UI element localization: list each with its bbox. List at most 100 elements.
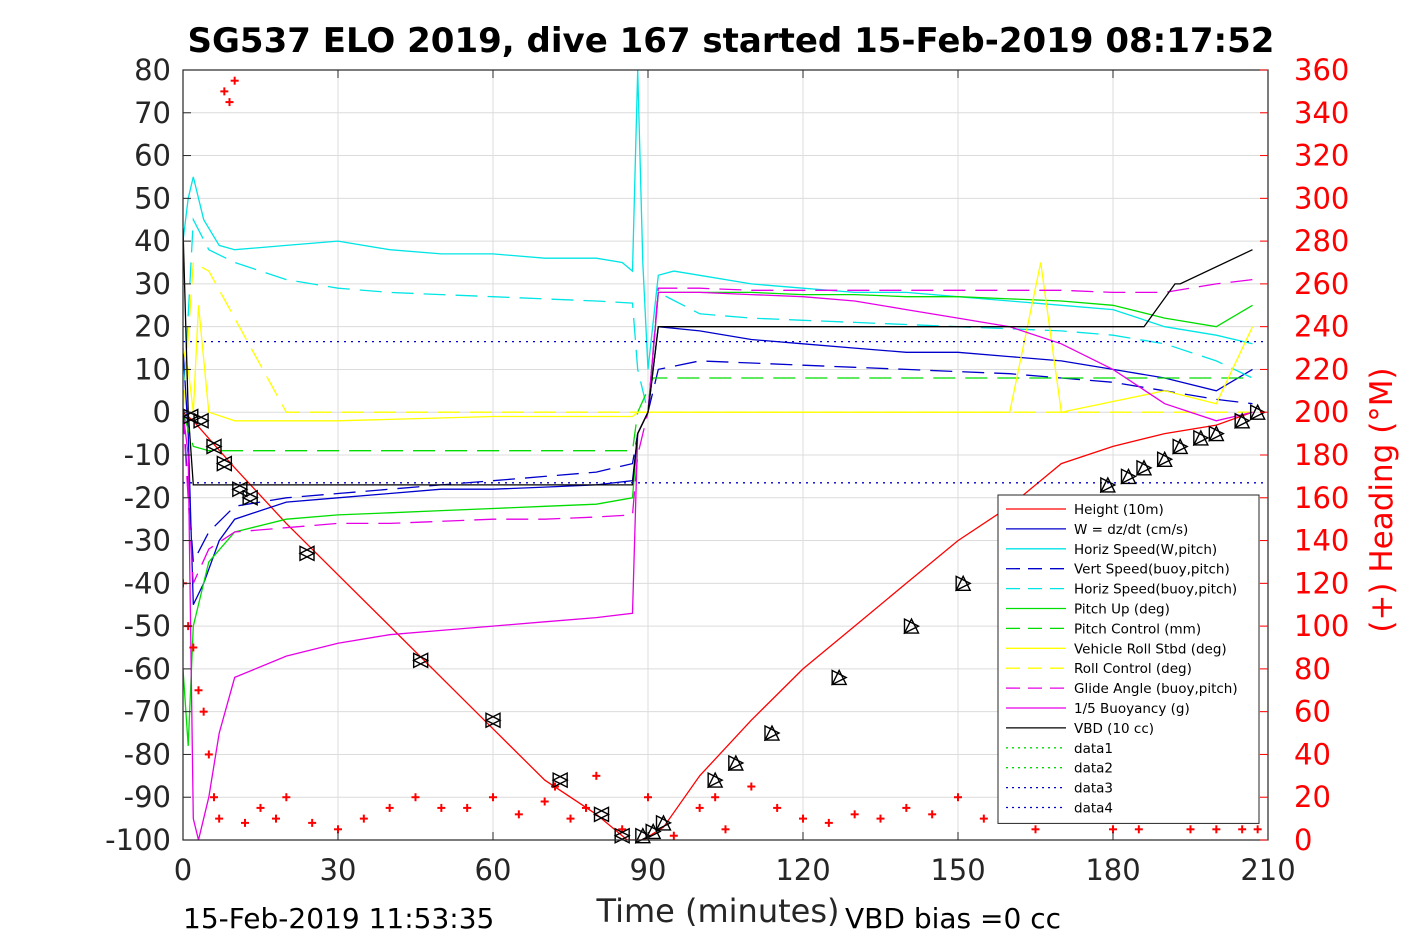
- legend-label-2: Horiz Speed(W,pitch): [1074, 542, 1217, 558]
- heading-point: [1109, 825, 1117, 834]
- legend-label-0: Height (10m): [1074, 502, 1164, 518]
- legend-label-6: Pitch Control (mm): [1074, 621, 1201, 637]
- ascent-marker-right: [1120, 468, 1138, 485]
- ascent-marker-right: [903, 617, 921, 635]
- ascent-marker-up: [1234, 412, 1251, 429]
- descent-marker-left: [182, 408, 199, 425]
- heading-point: [876, 814, 885, 823]
- legend-label-4: Horiz Speed(buoy,pitch): [1074, 582, 1237, 598]
- y-tick-label: 20: [134, 310, 171, 344]
- y-tick-label: -60: [124, 652, 171, 686]
- y2-tick-label: 340: [1294, 96, 1349, 130]
- heading-point: [256, 803, 265, 812]
- heading-point: [489, 793, 497, 802]
- heading-point: [928, 810, 937, 819]
- ascent-marker-right: [955, 575, 972, 592]
- series-line-10: [183, 291, 1253, 840]
- y-tick-label: 60: [134, 139, 171, 173]
- ascent-marker-up: [831, 668, 848, 686]
- heading-point: [850, 810, 859, 819]
- y2-tick-label: 220: [1294, 352, 1349, 386]
- descent-marker-left: [298, 545, 315, 562]
- x-tick-label: 30: [320, 853, 357, 887]
- y-tick-label: -100: [105, 823, 171, 857]
- heading-point: [230, 76, 239, 85]
- heading-point: [582, 803, 590, 812]
- y-tick-label: -80: [124, 737, 171, 771]
- heading-point: [711, 793, 720, 802]
- y-tick-label: -50: [124, 609, 171, 643]
- x-axis-label: Time (minutes): [596, 892, 840, 930]
- legend-label-3: Vert Speed(buoy,pitch): [1074, 562, 1230, 578]
- heading-point: [1212, 825, 1221, 834]
- y-tick-label: -20: [124, 481, 171, 515]
- ascent-marker-right: [831, 669, 848, 686]
- y2-tick-label: 0: [1294, 823, 1312, 857]
- heading-point: [1238, 825, 1247, 834]
- ascent-marker-right: [1136, 459, 1153, 476]
- legend-label-7: Vehicle Roll Stbd (deg): [1074, 641, 1227, 657]
- ascent-marker-right: [1193, 429, 1210, 447]
- heading-point: [272, 814, 280, 823]
- heading-point: [954, 793, 962, 802]
- heading-point: [669, 831, 678, 840]
- ascent-marker-up: [727, 754, 744, 771]
- heading-point: [308, 818, 317, 827]
- legend-label-1: W = dz/dt (cm/s): [1074, 522, 1188, 538]
- y2-tick-label: 40: [1294, 737, 1331, 771]
- heading-point: [799, 814, 807, 823]
- heading-point: [747, 782, 756, 791]
- y-tick-label: -40: [124, 566, 171, 600]
- ascent-marker-right: [645, 823, 662, 840]
- descent-marker-right: [412, 652, 430, 669]
- y-tick-label: 70: [134, 96, 171, 130]
- heading-point: [215, 814, 224, 823]
- marker-layer: [182, 403, 1267, 844]
- descent-marker-left: [592, 806, 610, 823]
- series-line-6: [183, 377, 1253, 452]
- y2-tick-label: 160: [1294, 481, 1349, 515]
- y-tick-label: 50: [134, 181, 171, 215]
- ascent-marker-up: [707, 771, 724, 788]
- ascent-marker-up: [645, 822, 662, 840]
- series-line-8: [183, 261, 1253, 413]
- descent-marker-left: [484, 712, 501, 729]
- y-tick-label: -90: [124, 780, 171, 814]
- ascent-marker-up: [1156, 450, 1173, 467]
- y-tick-label: -30: [124, 524, 171, 558]
- heading-point: [1031, 825, 1040, 834]
- heading-point: [437, 803, 446, 812]
- ascent-marker-right: [1172, 438, 1189, 455]
- legend-box: [997, 494, 1260, 824]
- descent-marker-left: [241, 489, 258, 506]
- y2-tick-label: 80: [1294, 652, 1331, 686]
- footer-vbd-bias: VBD bias =0 cc: [845, 902, 1061, 935]
- x-tick-label: 120: [775, 853, 830, 887]
- series-line-7: [183, 262, 1254, 422]
- heading-point: [411, 793, 420, 802]
- ascent-marker-up: [955, 574, 972, 592]
- heading-point: [385, 803, 394, 812]
- heading-point: [1134, 825, 1143, 834]
- heading-point: [334, 825, 342, 834]
- heading-point: [1253, 825, 1262, 834]
- y2-axis-label: (+) Heading (°M): [1364, 367, 1400, 632]
- y2-tick-label: 200: [1294, 395, 1349, 429]
- heading-point: [592, 771, 601, 780]
- x-tick-label: 150: [930, 853, 985, 887]
- heading-point: [644, 793, 652, 802]
- y-tick-label: -10: [124, 438, 171, 472]
- ascent-marker-right: [1156, 451, 1174, 468]
- y2-tick-label: 360: [1294, 53, 1349, 87]
- y2-tick-label: 20: [1294, 780, 1331, 814]
- heading-point: [359, 814, 368, 823]
- descent-marker-left: [192, 412, 209, 429]
- ascent-marker-up: [903, 617, 920, 634]
- y-ticks-left: 80 70 60 50 40 30 20 10 0 -10 -20 -30 -40 -50 -60 -70 -8…: [105, 53, 191, 857]
- y2-tick-label: 320: [1294, 139, 1349, 173]
- descent-marker-right: [216, 455, 233, 472]
- heading-point: [204, 750, 213, 759]
- heading-point: [773, 803, 782, 812]
- y-tick-label: 40: [134, 224, 171, 258]
